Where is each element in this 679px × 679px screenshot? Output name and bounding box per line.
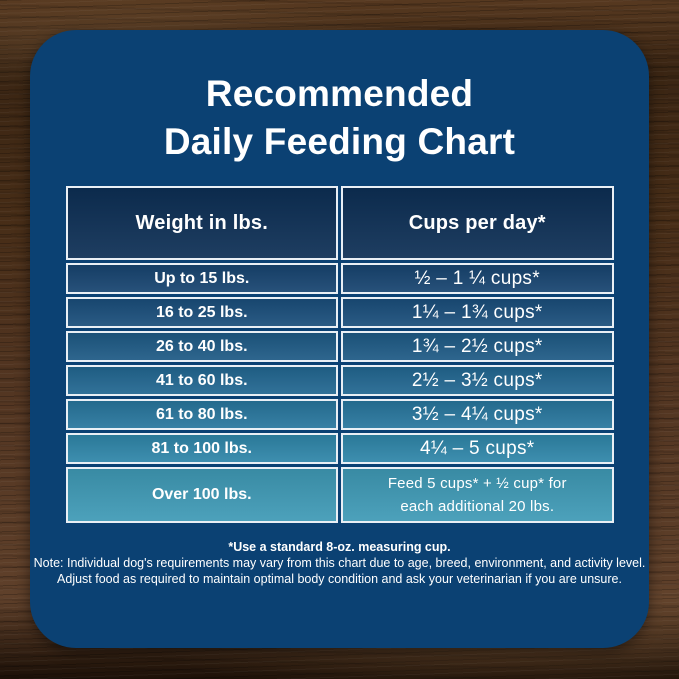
cups-value-line2: each additional 20 lbs.: [400, 498, 555, 515]
cups-value: 1¼ – 1¾ cups*: [341, 297, 614, 328]
cups-value: 1¾ – 2½ cups*: [341, 331, 614, 362]
page-title: Recommended Daily Feeding Chart: [30, 70, 649, 166]
table-row: Over 100 lbs. Feed 5 cups* + ½ cup* for …: [65, 467, 614, 523]
table-row: 26 to 40 lbs. 1¾ – 2½ cups*: [65, 331, 614, 362]
weight-value: 41 to 60 lbs.: [65, 365, 338, 396]
weight-value: Over 100 lbs.: [65, 467, 338, 523]
cups-value: 3½ – 4¼ cups*: [341, 399, 614, 430]
footnotes: *Use a standard 8-oz. measuring cup. Not…: [30, 539, 649, 587]
weight-value: 81 to 100 lbs.: [65, 433, 338, 464]
cups-value: 4¼ – 5 cups*: [341, 433, 614, 464]
column-header-weight: Weight in lbs.: [65, 186, 338, 260]
page-title-line2: Daily Feeding Chart: [163, 121, 516, 162]
weight-value: Up to 15 lbs.: [65, 263, 338, 294]
page-title-line1: Recommended: [205, 73, 474, 114]
table-row: Up to 15 lbs. ½ – 1 ¼ cups*: [65, 263, 614, 294]
table-row: 61 to 80 lbs. 3½ – 4¼ cups*: [65, 399, 614, 430]
footnote-note-line1: Note: Individual dog's requirements may …: [33, 556, 646, 570]
weight-value: 26 to 40 lbs.: [65, 331, 338, 362]
footnote-measuring-cup: *Use a standard 8-oz. measuring cup.: [228, 540, 451, 554]
table-row: 16 to 25 lbs. 1¼ – 1¾ cups*: [65, 297, 614, 328]
column-header-cups: Cups per day*: [341, 186, 614, 260]
feeding-table: Weight in lbs. Cups per day* Up to 15 lb…: [63, 183, 617, 526]
table-row: 41 to 60 lbs. 2½ – 3½ cups*: [65, 365, 614, 396]
cups-value-line1: Feed 5 cups* + ½ cup* for: [387, 474, 567, 492]
footnote-note-line2: Adjust food as required to maintain opti…: [57, 572, 622, 586]
table-row: 81 to 100 lbs. 4¼ – 5 cups*: [65, 433, 614, 464]
cups-value: Feed 5 cups* + ½ cup* for each additiona…: [341, 467, 614, 523]
table-header-row: Weight in lbs. Cups per day*: [65, 186, 614, 260]
weight-value: 16 to 25 lbs.: [65, 297, 338, 328]
cups-value: ½ – 1 ¼ cups*: [341, 263, 614, 294]
weight-value: 61 to 80 lbs.: [65, 399, 338, 430]
feeding-chart-card: Recommended Daily Feeding Chart Weight i…: [30, 30, 649, 648]
cups-value: 2½ – 3½ cups*: [341, 365, 614, 396]
